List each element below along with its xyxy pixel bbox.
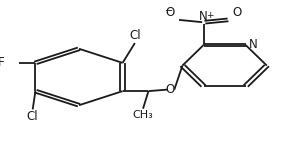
- Text: N: N: [199, 10, 208, 23]
- Text: O: O: [166, 6, 175, 19]
- Text: −: −: [165, 6, 173, 16]
- Text: +: +: [206, 11, 213, 20]
- Text: CH₃: CH₃: [133, 110, 153, 120]
- Text: O: O: [232, 6, 241, 19]
- Text: Cl: Cl: [129, 29, 141, 42]
- Text: N: N: [249, 38, 258, 51]
- Text: Cl: Cl: [27, 110, 39, 123]
- Text: F: F: [0, 56, 5, 69]
- Text: O: O: [166, 83, 175, 96]
